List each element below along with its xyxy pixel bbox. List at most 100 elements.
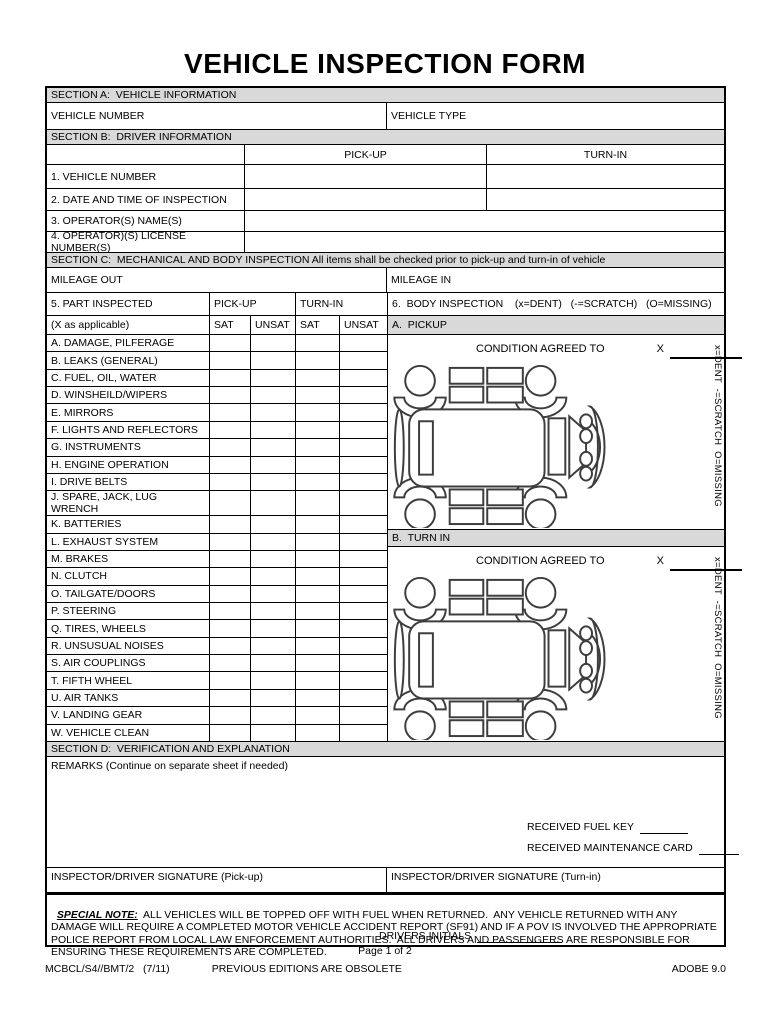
mileage-out-field[interactable]: MILEAGE OUT [47,268,387,292]
pickup-sat-cell[interactable] [210,473,251,491]
pickup-sat-cell[interactable] [210,439,251,456]
turnin-sat-cell[interactable] [296,620,340,637]
turnin-unsat-cell[interactable] [340,335,387,351]
remarks-area[interactable]: REMARKS (Continue on separate sheet if n… [47,757,739,868]
pickup-unsat-cell[interactable] [251,421,296,439]
turnin-unsat-cell[interactable] [340,516,387,532]
pickup-unsat-cell[interactable] [251,585,296,603]
turnin-unsat-cell[interactable] [340,534,387,550]
turnin-sat-cell[interactable] [296,585,340,603]
pickup-sat-cell[interactable] [210,620,251,637]
turnin-sat-cell[interactable] [296,516,340,533]
pickup-sat-cell[interactable] [210,516,251,533]
turnin-signature-field[interactable]: INSPECTOR/DRIVER SIGNATURE (Turn-in) [387,868,724,892]
pickup-unsat-cell[interactable] [251,550,296,568]
pickup-unsat-cell[interactable] [251,620,296,637]
pickup-sat-cell[interactable] [210,672,251,689]
turnin-unsat-cell[interactable] [340,491,387,515]
mileage-in-field[interactable]: MILEAGE IN [387,268,724,292]
pickup-unsat-cell[interactable] [251,369,296,387]
pickup-unsat-cell[interactable] [251,516,296,533]
pickup-signature-field[interactable]: INSPECTOR/DRIVER SIGNATURE (Pick-up) [47,868,387,892]
pickup-sat-cell[interactable] [210,724,251,741]
pickup-diagram-area[interactable]: CONDITION AGREED TO X x=DENT -=SCRATCH O=… [388,335,742,530]
turnin-sat-cell[interactable] [296,689,340,707]
turnin-unsat-cell[interactable] [340,551,387,567]
pickup-unsat-cell[interactable] [251,689,296,707]
pickup-unsat-cell[interactable] [251,533,296,550]
turnin-unsat-cell[interactable] [340,352,387,368]
pickup-sat-cell[interactable] [210,387,251,404]
pickup-unsat-cell[interactable] [251,335,296,352]
vehicle-type-field[interactable]: VEHICLE TYPE [387,103,724,129]
turnin-sat-cell[interactable] [296,491,340,516]
pickup-sat-cell[interactable] [210,421,251,439]
turnin-sat-cell[interactable] [296,655,340,672]
pickup-sat-cell[interactable] [210,491,251,516]
pickup-unsat-cell[interactable] [251,352,296,369]
turnin-unsat-cell[interactable] [340,690,387,706]
turnin-sat-cell[interactable] [296,603,340,620]
pickup-sat-cell[interactable] [210,603,251,620]
turnin-sat-cell[interactable] [296,533,340,550]
condition-signature-line[interactable] [669,357,742,359]
turnin-sat-cell[interactable] [296,456,340,473]
pickup-sat-cell[interactable] [210,585,251,603]
turnin-unsat-cell[interactable] [340,457,387,473]
date-time-pickup-field[interactable] [245,189,487,210]
turnin-sat-cell[interactable] [296,439,340,456]
pickup-sat-cell[interactable] [210,369,251,387]
pickup-sat-cell[interactable] [210,456,251,473]
turnin-sat-cell[interactable] [296,568,340,585]
condition-signature-line[interactable] [669,569,742,571]
turnin-diagram-area[interactable]: CONDITION AGREED TO X x=DENT -=SCRATCH O=… [388,547,742,741]
turnin-sat-cell[interactable] [296,352,340,369]
pickup-unsat-cell[interactable] [251,707,296,724]
pickup-unsat-cell[interactable] [251,568,296,585]
turnin-sat-cell[interactable] [296,335,340,352]
pickup-unsat-cell[interactable] [251,387,296,404]
maintenance-card-entry-line[interactable] [698,854,739,855]
turnin-unsat-cell[interactable] [340,387,387,403]
pickup-unsat-cell[interactable] [251,724,296,741]
turnin-unsat-cell[interactable] [340,439,387,455]
pickup-unsat-cell[interactable] [251,655,296,672]
turnin-unsat-cell[interactable] [340,370,387,386]
turnin-sat-cell[interactable] [296,404,340,421]
operator-names-field[interactable] [245,211,724,231]
turnin-unsat-cell[interactable] [340,638,387,654]
pickup-sat-cell[interactable] [210,352,251,369]
pickup-sat-cell[interactable] [210,404,251,421]
vehicle-number-turnin-field[interactable] [487,165,724,188]
pickup-sat-cell[interactable] [210,550,251,568]
vehicle-top-view-diagram[interactable] [393,360,623,528]
pickup-unsat-cell[interactable] [251,404,296,421]
pickup-sat-cell[interactable] [210,533,251,550]
turnin-unsat-cell[interactable] [340,655,387,671]
operator-licenses-field[interactable] [245,232,724,252]
pickup-unsat-cell[interactable] [251,603,296,620]
vehicle-number-pickup-field[interactable] [245,165,487,188]
fuel-key-entry-line[interactable] [639,833,688,834]
turnin-sat-cell[interactable] [296,369,340,387]
turnin-unsat-cell[interactable] [340,620,387,636]
pickup-unsat-cell[interactable] [251,491,296,516]
pickup-sat-cell[interactable] [210,689,251,707]
turnin-sat-cell[interactable] [296,387,340,404]
pickup-sat-cell[interactable] [210,568,251,585]
pickup-sat-cell[interactable] [210,335,251,352]
date-time-turnin-field[interactable] [487,189,724,210]
turnin-sat-cell[interactable] [296,637,340,655]
pickup-unsat-cell[interactable] [251,637,296,655]
vehicle-top-view-diagram[interactable] [393,572,623,740]
pickup-unsat-cell[interactable] [251,473,296,491]
turnin-unsat-cell[interactable] [340,422,387,438]
pickup-sat-cell[interactable] [210,637,251,655]
turnin-unsat-cell[interactable] [340,586,387,602]
turnin-unsat-cell[interactable] [340,725,387,741]
turnin-sat-cell[interactable] [296,473,340,491]
pickup-sat-cell[interactable] [210,655,251,672]
turnin-sat-cell[interactable] [296,724,340,741]
vehicle-number-field[interactable]: VEHICLE NUMBER [47,103,387,129]
turnin-unsat-cell[interactable] [340,568,387,584]
